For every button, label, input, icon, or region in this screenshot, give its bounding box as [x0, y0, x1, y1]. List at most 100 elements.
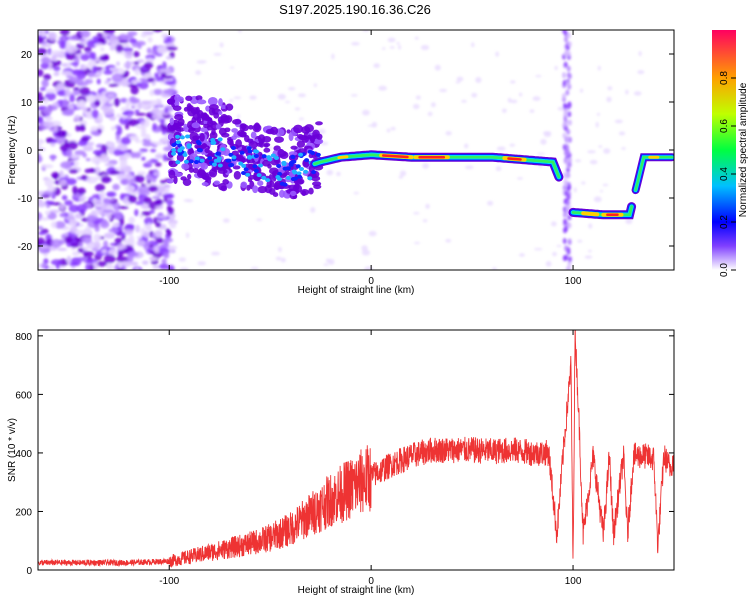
- noise-blob: [80, 136, 90, 142]
- noise-blob: [618, 131, 626, 136]
- noise-blob: [152, 114, 163, 120]
- streak-blob: [565, 81, 570, 88]
- ridge-hot-spot: [382, 154, 409, 159]
- noise-blob: [99, 191, 106, 201]
- noise-blob: [122, 261, 132, 267]
- ridge-core: [276, 164, 282, 169]
- noise-blob: [284, 100, 291, 104]
- noise-blob: [134, 209, 139, 217]
- ridge-core: [281, 160, 287, 165]
- noise-blob: [124, 185, 136, 192]
- noise-blob: [125, 223, 135, 230]
- noise-blob: [298, 117, 305, 121]
- noise-blob: [633, 91, 642, 96]
- noise-blob: [141, 156, 146, 161]
- noise-blob: [38, 36, 44, 44]
- streak-blob: [565, 89, 570, 96]
- noise-blob: [540, 138, 547, 145]
- streak-blob: [566, 65, 571, 72]
- noise-blob: [41, 79, 49, 88]
- noise-blob: [96, 261, 108, 267]
- streak-blob: [567, 41, 572, 48]
- noise-blob: [166, 199, 174, 206]
- noise-blob: [130, 85, 139, 95]
- noise-blob: [427, 111, 433, 117]
- noise-blob: [413, 211, 420, 215]
- ridge-halo: [173, 175, 178, 185]
- noise-blob: [59, 170, 64, 177]
- noise-blob: [117, 205, 129, 210]
- noise-blob: [170, 84, 176, 89]
- spectrogram-y-tick-label: 10: [21, 98, 33, 109]
- noise-blob: [125, 122, 130, 130]
- noise-blob: [165, 228, 171, 233]
- noise-blob: [110, 125, 116, 131]
- noise-blob: [507, 97, 512, 103]
- noise-blob: [361, 245, 368, 252]
- noise-blob: [104, 162, 116, 167]
- ridge-core: [279, 181, 285, 186]
- streak-blob: [565, 205, 570, 212]
- ridge-halo: [298, 135, 309, 141]
- noise-blob: [364, 266, 373, 270]
- noise-blob: [554, 65, 558, 71]
- spectrogram-noise: [38, 30, 652, 270]
- noise-blob: [44, 116, 53, 121]
- ridge-core: [240, 170, 246, 175]
- noise-blob: [518, 92, 523, 97]
- spectrogram-x-tick-label: -100: [159, 276, 179, 287]
- ridge-halo: [263, 142, 271, 147]
- noise-blob: [40, 194, 51, 198]
- noise-blob: [89, 51, 95, 60]
- noise-blob: [107, 248, 118, 256]
- noise-blob: [115, 61, 121, 66]
- noise-blob: [117, 250, 124, 258]
- noise-blob: [86, 176, 98, 184]
- noise-blob: [237, 114, 241, 119]
- noise-blob: [398, 175, 404, 179]
- ridge-core: [171, 142, 177, 147]
- noise-blob: [326, 169, 334, 176]
- noise-blob: [128, 194, 137, 204]
- noise-blob: [371, 121, 378, 128]
- ridge-core: [193, 160, 199, 165]
- ridge-core: [247, 149, 253, 154]
- ridge-core: [220, 147, 226, 152]
- colorbar-gradient: [712, 30, 736, 270]
- noise-blob: [141, 211, 152, 217]
- ridge-halo: [169, 117, 175, 126]
- noise-blob: [72, 185, 78, 195]
- noise-blob: [223, 218, 230, 223]
- noise-blob: [109, 45, 116, 51]
- ridge-core: [171, 148, 177, 153]
- streak-blob: [568, 256, 573, 263]
- streak-blob: [563, 254, 568, 261]
- noise-blob: [99, 55, 109, 62]
- ridge-halo: [308, 187, 314, 195]
- noise-blob: [238, 30, 242, 33]
- noise-blob: [94, 183, 106, 192]
- noise-blob: [138, 81, 149, 90]
- noise-blob: [91, 156, 102, 164]
- ridge-halo: [238, 131, 247, 137]
- noise-blob: [59, 203, 65, 211]
- noise-blob: [422, 163, 430, 169]
- noise-blob: [80, 30, 91, 38]
- ridge-halo: [188, 128, 195, 134]
- spectrogram-marks: [38, 30, 674, 270]
- noise-blob: [130, 261, 139, 267]
- noise-blob: [456, 76, 464, 82]
- noise-blob: [128, 234, 135, 243]
- noise-blob: [74, 213, 83, 219]
- noise-blob: [116, 243, 127, 250]
- streak-blob: [562, 102, 567, 109]
- streak-blob: [562, 172, 567, 179]
- noise-blob: [103, 198, 110, 204]
- noise-blob: [84, 46, 92, 53]
- ridge-core: [188, 159, 194, 164]
- noise-blob: [353, 191, 360, 195]
- noise-blob: [106, 77, 112, 82]
- ridge-halo: [188, 167, 194, 173]
- ridge-halo: [248, 141, 258, 149]
